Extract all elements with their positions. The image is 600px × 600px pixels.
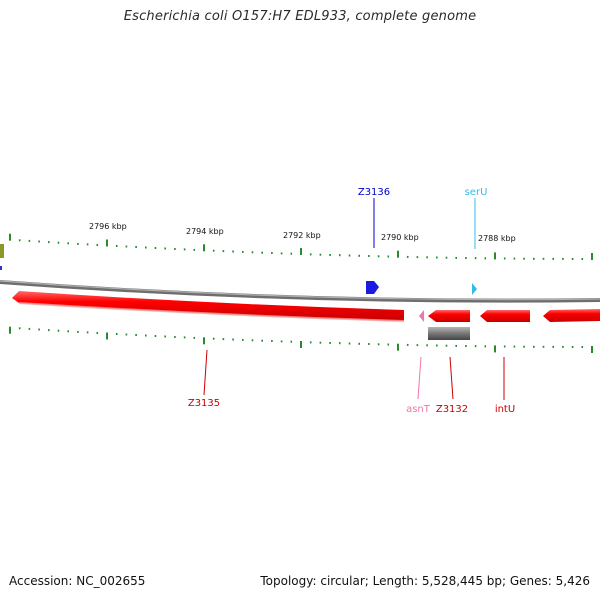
gene-label-intu[interactable]: intU — [495, 404, 515, 415]
ruler-label: 2796 kbp — [89, 222, 127, 231]
gene-asnt-arrow[interactable] — [419, 310, 424, 322]
gene-z3136-arrow[interactable] — [366, 281, 379, 294]
ruler-label: 2794 kbp — [186, 227, 224, 236]
ruler-label: 2792 kbp — [283, 231, 321, 240]
genome-info-text: Topology: circular; Length: 5,528,445 bp… — [260, 574, 590, 588]
outer-ruler-ticks — [9, 233, 593, 260]
gene-z3135-shadow — [18, 302, 405, 322]
gene-label-z3132[interactable]: Z3132 — [436, 404, 468, 415]
edge-feature-green — [0, 244, 4, 258]
gene-label-seru[interactable]: serU — [465, 187, 488, 198]
gene-label-z3136[interactable]: Z3136 — [358, 187, 390, 198]
ruler-label: 2790 kbp — [381, 233, 419, 242]
map-title: Escherichia coli O157:H7 EDL933, complet… — [123, 9, 477, 24]
gene-z3135-arrow[interactable] — [12, 291, 404, 321]
accession-text: Accession: NC_002655 — [9, 574, 146, 588]
gene-label-asnt[interactable]: asnT — [406, 404, 431, 415]
z3132-leader-line — [449, 356, 454, 400]
genome-backbone — [0, 280, 600, 303]
gene-partial-right-arrow[interactable] — [543, 309, 600, 322]
pseudogene-bar[interactable] — [428, 327, 470, 340]
edge-feature-blue — [0, 266, 2, 270]
inner-ruler-ticks — [9, 326, 593, 353]
gene-label-z3135[interactable]: Z3135 — [188, 398, 220, 409]
gene-z3132-arrow[interactable] — [428, 310, 470, 322]
asnt-leader-line — [417, 356, 422, 400]
gene-seru-arrow[interactable] — [472, 283, 477, 295]
gene-intu-arrow[interactable] — [480, 310, 530, 322]
z3135-leader-line — [203, 349, 208, 396]
genome-backbone-highlight — [0, 280, 600, 301]
ruler-label: 2788 kbp — [478, 234, 516, 243]
